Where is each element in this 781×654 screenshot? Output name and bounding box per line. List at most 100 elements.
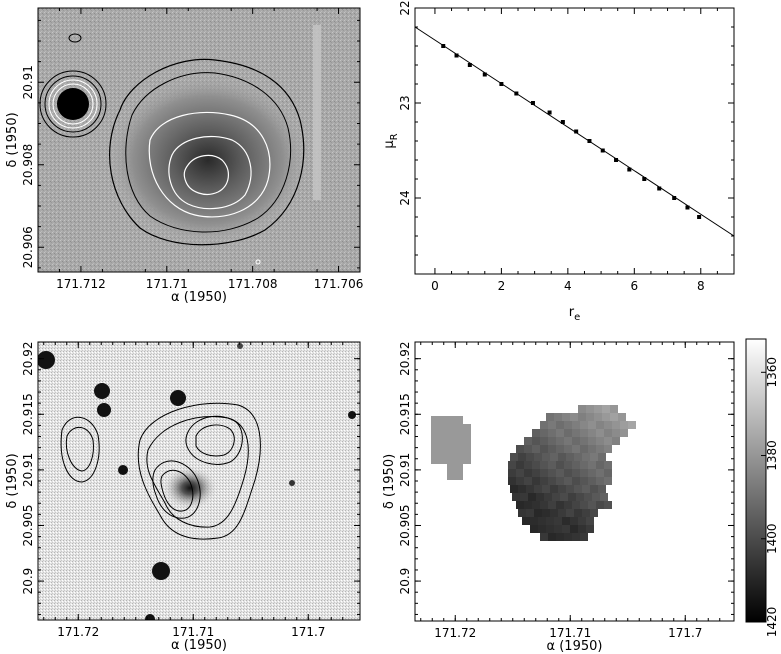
profile-point	[482, 72, 487, 77]
velocity-pixel	[566, 485, 574, 493]
velocity-pixel	[586, 525, 594, 533]
detector-artifact	[313, 25, 321, 200]
velocity-pixel	[447, 472, 455, 480]
velocity-pixel	[542, 453, 550, 461]
velocity-pixel	[431, 448, 439, 456]
contour-outer	[109, 58, 305, 246]
panel-a-ytick-label: 20.906	[21, 226, 35, 268]
velocity-pixel	[588, 429, 596, 437]
velocity-pixel	[556, 533, 564, 541]
velocity-pixel	[596, 421, 604, 429]
velocity-pixel	[520, 493, 528, 501]
velocity-pixel	[572, 461, 580, 469]
velocity-pixel	[540, 461, 548, 469]
velocity-pixel	[572, 533, 580, 541]
velocity-pixel	[596, 445, 604, 453]
panel-b-xtick-label: 2	[498, 279, 506, 293]
velocity-pixel	[540, 421, 548, 429]
velocity-pixel	[447, 464, 455, 472]
profile-point	[514, 91, 519, 96]
velocity-pixel	[562, 525, 570, 533]
velocity-pixel	[516, 445, 524, 453]
velocity-pixel	[588, 437, 596, 445]
profile-point	[685, 205, 690, 210]
velocity-pixel	[566, 509, 574, 517]
velocity-pixel	[548, 533, 556, 541]
panel-b-xlabel: re	[569, 305, 581, 323]
velocity-pixel	[431, 432, 439, 440]
velocity-pixel	[439, 448, 447, 456]
panel-d-xlabel: α (1950)	[547, 639, 603, 654]
velocity-pixel	[463, 448, 471, 456]
profile-point	[587, 139, 592, 143]
velocity-pixel	[628, 421, 636, 429]
velocity-pixel	[596, 461, 604, 469]
velocity-pixel	[439, 440, 447, 448]
velocity-pixel	[564, 445, 572, 453]
colorbar-tick-label: 1420	[765, 607, 779, 638]
velocity-pixel	[588, 445, 596, 453]
velocity-pixel	[528, 493, 536, 501]
velocity-pixel	[604, 421, 612, 429]
velocity-pixel	[548, 469, 556, 477]
velocity-pixel	[572, 421, 580, 429]
velocity-pixel	[526, 453, 534, 461]
panel-a-xlabel: α (1950)	[171, 290, 227, 305]
velocity-pixel	[455, 448, 463, 456]
velocity-pixel	[578, 525, 586, 533]
panel-d-ytick-label: 20.905	[398, 504, 412, 546]
profile-point	[697, 215, 702, 219]
velocity-pixel	[550, 509, 558, 517]
velocity-pixel	[431, 416, 439, 424]
profile-point	[574, 129, 579, 134]
profile-point	[547, 110, 552, 115]
velocity-pixel	[564, 477, 572, 485]
velocity-pixel	[518, 509, 526, 517]
velocity-pixel	[532, 461, 540, 469]
velocity-pixel	[524, 437, 532, 445]
velocity-pixel	[556, 469, 564, 477]
velocity-pixel	[572, 429, 580, 437]
panel-d-xtick-label: 171.71	[549, 626, 591, 640]
velocity-pixel	[602, 413, 610, 421]
colorbar	[745, 338, 767, 623]
profile-point	[560, 120, 565, 124]
velocity-pixel	[524, 445, 532, 453]
velocity-pixel	[532, 469, 540, 477]
velocity-pixel	[610, 413, 618, 421]
panel-d-ylabel: δ (1950)	[382, 454, 397, 509]
velocity-pixel	[548, 501, 556, 509]
velocity-pixel	[431, 440, 439, 448]
velocity-pixel	[598, 485, 606, 493]
velocity-pixel	[532, 477, 540, 485]
velocity-pixel	[600, 493, 608, 501]
panel-a-xtick-label: 171.712	[56, 277, 106, 291]
velocity-pixel	[580, 477, 588, 485]
velocity-pixel	[532, 501, 540, 509]
velocity-pixel	[604, 429, 612, 437]
velocity-pixel	[594, 405, 602, 413]
panel-d-ytick-label: 20.9	[398, 568, 412, 595]
velocity-pixel	[548, 421, 556, 429]
velocity-pixel	[586, 413, 594, 421]
colorbar-tick-label: 1360	[765, 357, 779, 388]
velocity-pixel	[598, 453, 606, 461]
panel-a-ytick-label: 20.908	[21, 144, 35, 186]
galaxy-optical	[162, 466, 218, 510]
velocity-pixel	[564, 421, 572, 429]
contour-inner-1	[148, 111, 271, 218]
panel-contour-map: 171.712 171.71 171.708 171.706 20.906 20.908 2…	[5, 7, 363, 305]
panel-d-ytick-label: 20.91	[398, 453, 412, 487]
velocity-pixel	[530, 517, 538, 525]
velocity-pixel	[556, 461, 564, 469]
panel-optical-image: 171.72 171.71 171.7 20.9 20.905 20.91 20.915 20…	[5, 341, 361, 653]
velocity-pixel	[556, 477, 564, 485]
velocity-pixel	[512, 493, 520, 501]
panel-c-xtick-label: 171.71	[172, 625, 214, 639]
velocity-pixel	[516, 461, 524, 469]
profile-point	[530, 101, 535, 105]
velocity-pixel	[510, 485, 518, 493]
velocity-pixel	[618, 413, 626, 421]
velocity-pixel	[588, 501, 596, 509]
velocity-pixel	[552, 493, 560, 501]
